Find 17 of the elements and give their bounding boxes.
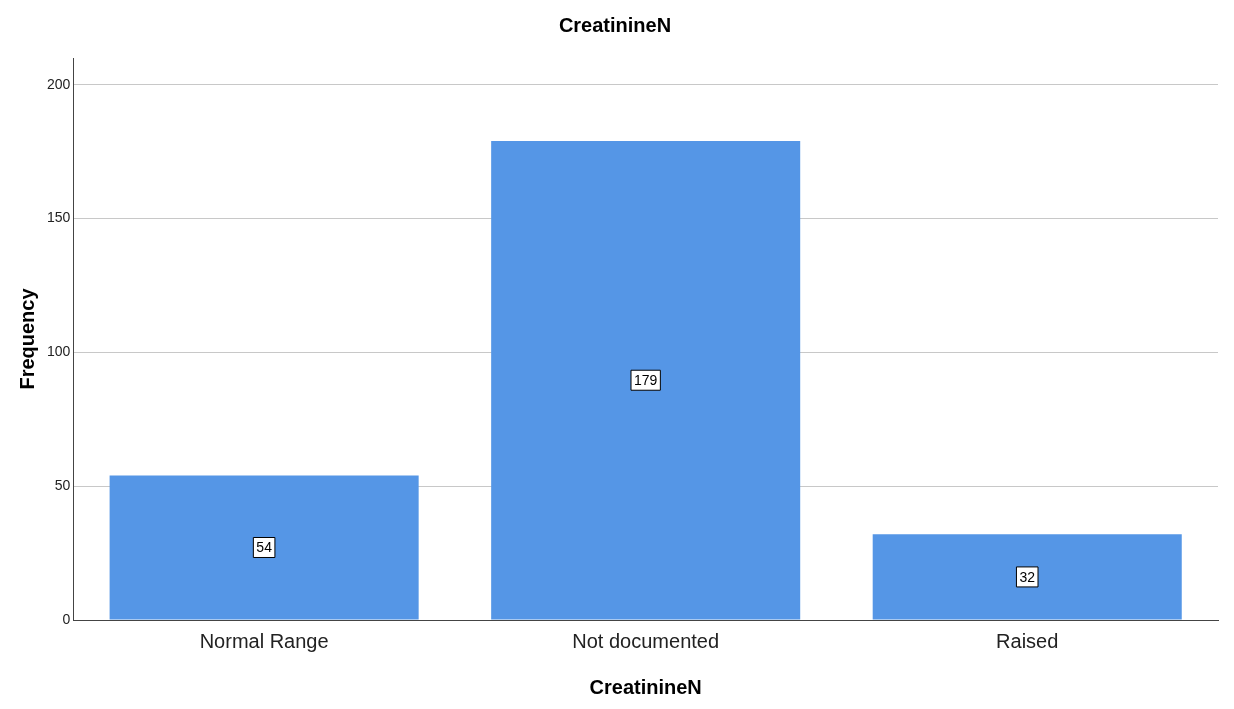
y-tick-label: 200 xyxy=(47,75,71,92)
bar xyxy=(872,534,1182,620)
bar xyxy=(491,140,801,620)
y-tick-label: 100 xyxy=(47,343,71,360)
chart-title: CreatinineN xyxy=(558,13,672,36)
y-tick-label: 150 xyxy=(47,209,71,226)
data-label: 32 xyxy=(1019,568,1036,585)
x-tick-label: Normal Range xyxy=(199,629,329,652)
x-axis-title: CreatinineN xyxy=(589,675,702,698)
y-tick-label: 50 xyxy=(54,477,71,494)
data-label: 179 xyxy=(634,372,658,389)
y-tick-label: 0 xyxy=(62,610,71,627)
bar xyxy=(109,475,419,620)
data-label: 54 xyxy=(256,539,273,556)
x-tick-label: Not documented xyxy=(572,629,720,652)
x-tick-label: Raised xyxy=(996,629,1059,652)
y-axis-title: Frequency xyxy=(15,287,38,390)
